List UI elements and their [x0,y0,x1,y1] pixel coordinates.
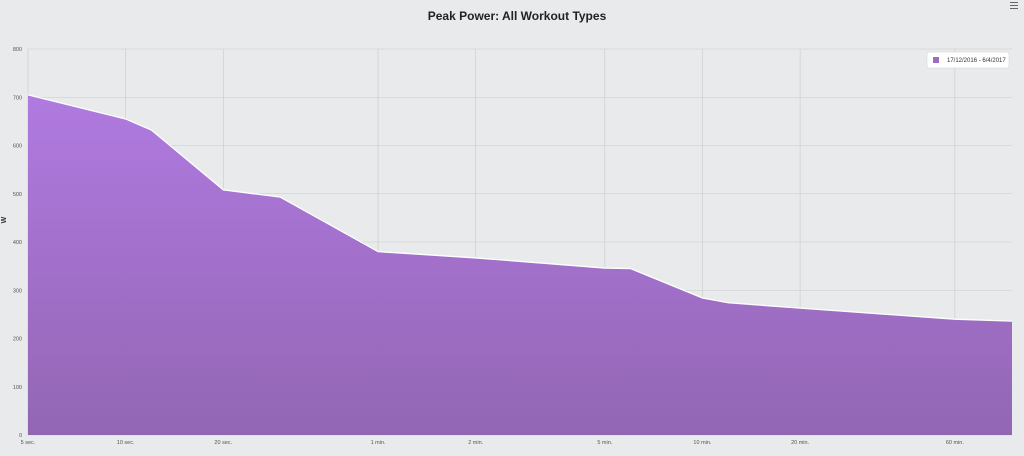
y-tick-label: 800 [13,47,22,53]
y-axis: 0 100 200 300 400 500 600 700 800 [13,47,22,439]
x-tick-label: 2 min. [468,440,483,446]
y-tick-label: 400 [13,240,22,246]
x-tick-label: 10 sec. [117,440,135,446]
y-tick-label: 700 [13,95,22,101]
chart-title: Peak Power: All Workout Types [427,9,607,23]
x-tick-label: 20 sec. [214,440,232,446]
legend-swatch [933,57,939,63]
x-tick-label: 5 min. [597,440,612,446]
y-axis-label: W [1,216,8,223]
legend-label: 17/12/2016 - 6/4/2017 [947,58,1006,64]
x-tick-label: 60 min. [946,440,965,446]
series-area [28,94,1012,435]
legend[interactable]: 17/12/2016 - 6/4/2017 [926,51,1010,69]
y-tick-label: 100 [13,385,22,391]
x-axis: 5 sec. 10 sec. 20 sec. 1 min. 2 min. 5 min. 10… [21,440,965,446]
y-tick-label: 600 [13,144,22,150]
y-tick-label: 500 [13,192,22,198]
y-tick-label: 200 [13,337,22,343]
x-tick-label: 1 min. [371,440,386,446]
x-tick-label: 5 sec. [21,440,36,446]
menu-icon[interactable] [1010,2,1018,9]
x-tick-label: 20 min. [791,440,810,446]
series-line [27,94,1013,322]
x-tick-label: 10 min. [693,440,712,446]
y-tick-label: 300 [13,288,22,294]
y-tick-label: 0 [19,433,22,439]
